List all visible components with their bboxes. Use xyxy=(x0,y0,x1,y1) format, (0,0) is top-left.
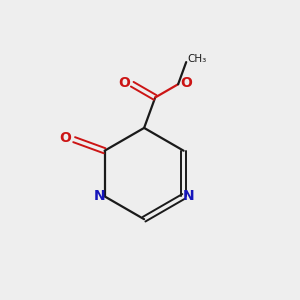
Text: O: O xyxy=(118,76,130,90)
Text: N: N xyxy=(94,189,105,203)
Text: CH₃: CH₃ xyxy=(188,54,207,64)
Text: O: O xyxy=(180,76,192,90)
Text: N: N xyxy=(183,189,195,203)
Text: O: O xyxy=(59,131,71,145)
